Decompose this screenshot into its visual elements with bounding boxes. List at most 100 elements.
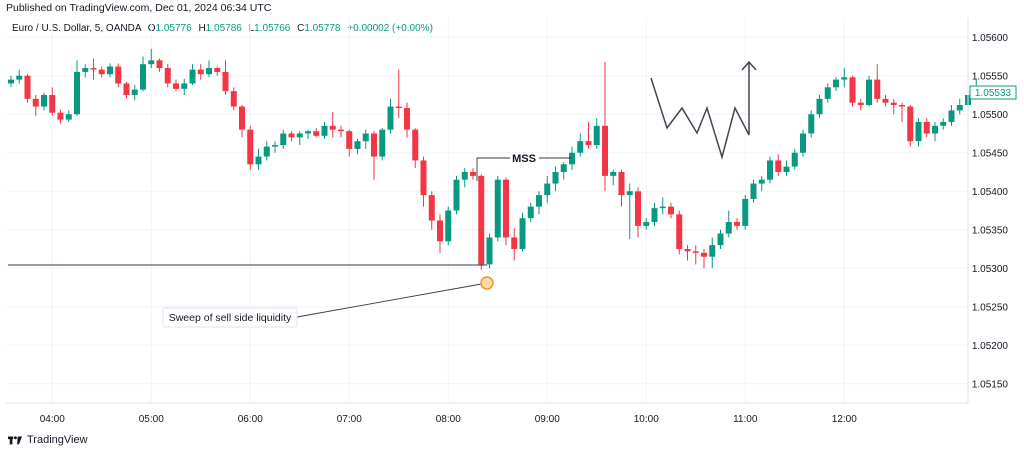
candle-body [692,251,699,253]
candle-body [791,152,798,167]
time-tick-label: 10:00 [634,414,659,425]
candle [123,81,130,99]
candle-body [197,69,204,75]
candle-body [486,237,493,265]
footer: TradingView [8,434,88,446]
candle-body [90,68,97,70]
candle-body [379,129,386,157]
candle [156,58,163,72]
candle [395,69,402,119]
candle-body [362,133,369,142]
close-key: C [297,23,305,34]
candle-body [74,71,80,115]
candle [140,56,146,92]
candle [758,175,765,192]
candle [577,133,584,157]
candle-body [173,83,179,89]
candle [544,175,551,203]
candle [643,218,650,230]
candle [412,128,419,169]
candle [445,206,452,246]
candle [470,168,476,180]
sweep-label-box [162,307,298,328]
candle [486,233,493,269]
candle-body [329,125,336,130]
candle [164,64,171,88]
candle [948,105,955,126]
candle [8,75,14,88]
candle [907,105,914,147]
candle-body [800,133,806,153]
candle [288,131,295,142]
candle [354,138,361,155]
candle-body [701,252,707,257]
candle-body [593,125,600,146]
price-tick-label: 1.05600 [972,33,1009,44]
candle-body [412,129,419,161]
candle [346,129,353,157]
candle-body [445,210,452,242]
candle-body [272,145,278,147]
candle-body [560,164,567,172]
sweep-pointer-line [296,282,488,318]
candle [676,210,683,255]
tradingview-logo-icon [8,436,22,445]
candle-body [577,141,584,153]
candle-body [709,245,716,257]
candle [775,154,782,176]
candle-body [519,218,526,249]
candle-body [536,195,542,207]
candle [536,191,542,215]
price-tick-label: 1.05300 [972,264,1009,275]
candle [82,64,89,78]
candle [461,168,468,188]
candle-body [569,152,575,165]
candle-body [65,114,72,120]
time-tick-label: 09:00 [535,414,560,425]
candle-body [354,141,361,149]
candle [206,60,212,78]
candle [585,121,592,149]
candle [404,102,410,138]
candle-body [49,95,56,113]
price-tick-label: 1.05250 [972,302,1009,313]
candle [41,92,47,111]
price-tick-label: 1.05400 [972,187,1009,198]
drawings: Sweep of sell side liquidity MSS [8,60,757,328]
candle-body [643,222,650,226]
candle [626,183,633,239]
candle [956,98,963,115]
candle-body [527,206,534,219]
candle-body [833,79,839,88]
projection-path [650,62,750,160]
candle-body [841,77,848,80]
candle-body [618,172,625,196]
candle [725,210,732,238]
mss-bracket-line [476,157,510,181]
candle [824,83,831,103]
price-tick-label: 1.05500 [972,110,1009,121]
time-tick-label: 08:00 [436,414,461,425]
candle [453,175,460,215]
candle [197,64,204,80]
candle [247,125,254,170]
candle [313,128,320,138]
candle-body [24,75,31,99]
time-tick-label: 05:00 [139,414,164,425]
candle-body [420,160,427,196]
candle [717,229,724,249]
candle-body [313,131,320,136]
candle-body [544,183,551,196]
candle [511,228,518,261]
candle [57,109,64,124]
candle [329,111,336,138]
candle [923,118,930,138]
candle-body [602,125,608,176]
candle-body [585,141,592,146]
candle-body [874,79,881,99]
candle [131,84,138,101]
candle-body [296,133,303,138]
candle [940,118,947,130]
footer-brand: TradingView [27,434,88,446]
